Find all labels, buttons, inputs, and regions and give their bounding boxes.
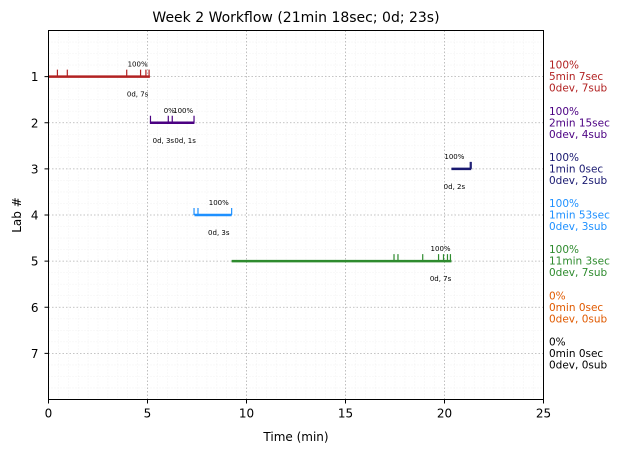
lab-1-count-annotation: 0d, 7s xyxy=(127,91,149,99)
lab-4-summary-line: 0dev, 3sub xyxy=(549,221,608,233)
x-axis: 0 5 10 15 20 25 xyxy=(45,399,551,421)
x-tick-label: 5 xyxy=(144,407,152,421)
grid xyxy=(48,30,544,400)
x-tick-label: 25 xyxy=(536,407,551,421)
lab-2-summary-line: 0dev, 4sub xyxy=(549,129,608,141)
lab-2-summary-line: 100% xyxy=(549,106,579,118)
y-axis: 1 2 3 4 5 6 7 xyxy=(31,70,49,361)
y-tick-label: 5 xyxy=(31,255,39,269)
y-tick-label: 4 xyxy=(31,209,39,223)
lab-6-summary-line: 0min 0sec xyxy=(549,302,603,314)
lab-6-summary-line: 0% xyxy=(549,290,566,302)
lab-5-summary-line: 100% xyxy=(549,244,579,256)
x-axis-label: Time (min) xyxy=(262,430,328,444)
x-tick-label: 15 xyxy=(338,407,353,421)
lab-7-summary-line: 0% xyxy=(549,336,566,348)
lab-2-count-annotation: 0d, 3s xyxy=(153,137,175,145)
lab-6-summary-line: 0dev, 0sub xyxy=(549,313,608,325)
lab-3-summary-line: 100% xyxy=(549,152,579,164)
lab-1-summary-line: 5min 7sec xyxy=(549,71,603,83)
y-tick-label: 3 xyxy=(31,162,39,176)
x-tick-label: 0 xyxy=(45,407,53,421)
lab-1-summary-line: 100% xyxy=(549,60,579,72)
lab-2-percent-annotation: 100% xyxy=(173,107,193,115)
lab-3-summary-line: 1min 0sec xyxy=(549,163,603,175)
y-tick-label: 6 xyxy=(31,301,39,315)
lab-5-summary-line: 0dev, 7sub xyxy=(549,267,608,279)
lab-5-percent-annotation: 100% xyxy=(431,245,451,253)
lab-5-summary-line: 11min 3sec xyxy=(549,256,610,268)
y-tick-label: 2 xyxy=(31,116,39,130)
y-axis-label: Lab # xyxy=(10,197,24,233)
lab-4-percent-annotation: 100% xyxy=(209,199,229,207)
y-tick-label: 7 xyxy=(31,347,39,361)
y-tick-label: 1 xyxy=(31,70,39,84)
x-tick-label: 10 xyxy=(239,407,254,421)
lab-3-summary-line: 0dev, 2sub xyxy=(549,175,608,187)
lab-4-summary-line: 100% xyxy=(549,198,579,210)
x-tick-label: 20 xyxy=(437,407,452,421)
lab-5-count-annotation: 0d, 7s xyxy=(430,275,452,283)
lab-7-summary-line: 0min 0sec xyxy=(549,348,603,360)
lab-7-summary-line: 0dev, 0sub xyxy=(549,359,608,371)
lab-1-percent-annotation: 100% xyxy=(128,61,148,69)
lab-4-count-annotation: 0d, 3s xyxy=(208,229,230,237)
lab-3-count-annotation: 0d, 2s xyxy=(444,183,466,191)
lab-2-count-annotation: 0d, 1s xyxy=(174,137,196,145)
lab-2-summary-line: 2min 15sec xyxy=(549,117,610,129)
lab-2-percent-annotation: 0% xyxy=(164,107,175,115)
lab-4-summary-line: 1min 53sec xyxy=(549,210,610,222)
lab-3-percent-annotation: 100% xyxy=(444,153,464,161)
chart-title: Week 2 Workflow (21min 18sec; 0d; 23s) xyxy=(152,10,439,26)
lab-1-summary-line: 0dev, 7sub xyxy=(549,83,608,95)
